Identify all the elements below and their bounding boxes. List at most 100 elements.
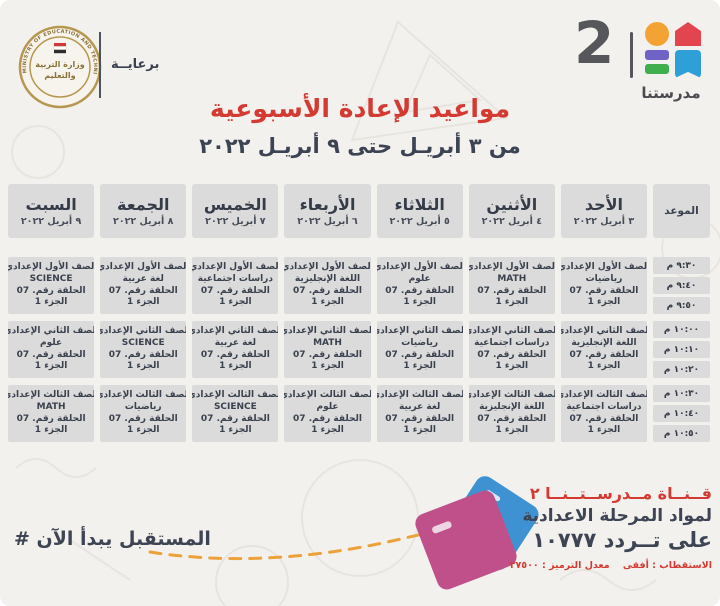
grade-label: الصف الثاني الإعدادي [560,325,647,336]
subject-label: لغة عربية [399,401,441,412]
part-label: الجزء 1 [311,425,344,436]
subject-label: دراسات اجتماعية [197,273,273,284]
episode-label: الحلقة رقم. 07 [108,349,178,360]
episode-label: الحلقة رقم. 07 [293,349,362,360]
grade-label: الصف الثالث الإعدادي [284,389,370,400]
episode-label: الحلقة رقم. 07 [569,413,639,424]
subject-label: علوم [40,337,63,348]
part-label: الجزء 1 [34,297,68,308]
time-slot: ٩:٥٠ م [653,297,710,314]
grade-label: الصف الأول الإعدادي [8,261,95,272]
day-date: ٦ أبريل ٢٠٢٢ [297,216,358,227]
subject-label: اللغة الإنجليزية [294,273,361,284]
grade-label: الصف الثاني الإعدادي [468,325,555,336]
time-slot: ١٠:٣٠ م [653,385,710,402]
channel-info-technical: الاستقطاب : أفقى معدل الترميز : ٢٧٥٠٠ [509,560,712,571]
subject-label: لغة عربية [214,337,257,348]
time-slot: ٩:٣٠ م [653,257,710,274]
episode-label: الحلقة رقم. 07 [16,413,86,424]
subject-label: SCIENCE [213,401,257,412]
part-label: الجزء 1 [587,425,621,436]
episode-label: الحلقة رقم. 07 [385,349,455,360]
part-label: الجزء 1 [219,425,252,436]
channel-info-block: قــنــاة مــدرســتــنــا ٢ لمواد المرحلة… [510,484,712,571]
time-slot-group: ٩:٣٠ م ٩:٤٠ م ٩:٥٠ م [653,257,710,314]
sponsor-label: برعايــة [111,57,160,72]
schedule-cell: الصف الأول الإعدادي دراسات اجتماعية الحلقة… [192,257,279,314]
part-label: الجزء 1 [126,297,160,308]
subject-label: علوم [316,401,339,412]
day-header: الخميس ٧ أبريل ٢٠٢٢ [192,184,279,238]
date-range-subtitle: من ٣ أبريـل حتى ٩ أبريـل ٢٠٢٢ [199,134,521,158]
logo-circle-icon [645,22,669,46]
part-label: الجزء 1 [403,425,436,436]
logo-book-icon [675,50,701,78]
schedule-cell: الصف الأول الإعدادي SCIENCE الحلقة رقم. 07… [8,257,95,314]
schedule-cell: الصف الثاني الإعدادي رياضيات الحلقة رقم. 0… [376,321,463,378]
time-slot: ١٠:٠٠ م [653,321,710,338]
episode-label: الحلقة رقم. 07 [569,285,639,296]
schedule-header-row: الموعد الأحد ٣ أبريل ٢٠٢٢ الأثنين ٤ أبريل ٢٠… [8,184,710,238]
subject-label: رياضيات [124,401,162,412]
subject-label: اللغة الإنجليزية [571,337,637,348]
subject-label: دراسات اجتماعية [566,401,642,412]
part-label: الجزء 1 [34,361,68,372]
channel-number: 2 [574,9,615,77]
part-label: الجزء 1 [495,297,529,308]
schedule-cell: الصف الثاني الإعدادي اللغة الإنجليزية الحل… [560,321,647,378]
episode-label: الحلقة رقم. 07 [200,349,270,360]
episode-label: الحلقة رقم. 07 [16,285,86,296]
day-header: الأربعاء ٦ أبريل ٢٠٢٢ [284,184,371,238]
ministry-seal-logo: MINISTRY OF EDUCATION AND TECHNICAL EDUC… [18,25,102,109]
part-label: الجزء 1 [126,361,160,372]
episode-label: الحلقة رقم. 07 [385,285,455,296]
subject-label: MATH [313,337,342,348]
part-label: الجزء 1 [495,361,529,372]
madrasetna-logo-icon [645,22,701,78]
egypt-flag-emblem-icon [53,43,67,54]
part-label: الجزء 1 [219,361,252,372]
schedule-cell: الصف الثاني الإعدادي لغة عربية الحلقة رقم.… [192,321,279,378]
grade-label: الصف الثاني الإعدادي [376,325,463,336]
schedule-cell: الصف الأول الإعدادي لغة عربية الحلقة رقم. … [100,257,187,314]
grade-label: الصف الثالث الإعدادي [469,389,555,400]
schedule-body: ٩:٣٠ م ٩:٤٠ م ٩:٥٠ م الصف الأول الإعدادي ريا… [8,257,710,442]
part-label: الجزء 1 [34,425,68,436]
logo-green-bar-icon [645,64,669,74]
day-header: الأحد ٣ أبريل ٢٠٢٢ [560,184,647,238]
part-label: الجزء 1 [587,361,621,372]
grade-label: الصف الثالث الإعدادي [100,389,186,400]
episode-label: الحلقة رقم. 07 [477,349,547,360]
episode-label: الحلقة رقم. 07 [16,349,86,360]
seal-center-text-1: وزارة التربية [35,60,85,69]
part-label: الجزء 1 [219,297,252,308]
episode-label: الحلقة رقم. 07 [569,349,639,360]
channel-info-stage: لمواد المرحلة الاعدادية [522,506,712,526]
grade-label: الصف الثاني الإعدادي [192,325,279,336]
time-slot: ١٠:٢٠ م [653,361,710,378]
subject-label: رياضيات [585,273,623,284]
episode-label: الحلقة رقم. 07 [385,413,455,424]
episode-label: الحلقة رقم. 07 [200,413,270,424]
time-slot: ١٠:١٠ م [653,341,710,358]
channel-info-frequency: على تــردد ١٠٧٧٧ [532,528,712,552]
day-date: ٥ أبريل ٢٠٢٢ [389,216,450,227]
subject-label: دراسات اجتماعية [474,337,550,348]
grade-label: الصف الثاني الإعدادي [100,325,187,336]
part-label: الجزء 1 [403,361,436,372]
hashtag-slogan: # المستقبل يبدأ الآن [14,528,211,550]
day-name: الخميس [203,195,267,214]
episode-label: الحلقة رقم. 07 [477,285,547,296]
sponsor-divider [99,32,101,98]
time-slot-group: ١٠:٠٠ م ١٠:١٠ م ١٠:٢٠ م [653,321,710,378]
time-slot: ١٠:٥٠ م [653,425,710,442]
seal-center-text-2: والتعليم [44,71,75,80]
grade-label: الصف الأول الإعدادي [376,261,463,272]
subject-label: اللغة الإنجليزية [479,401,545,412]
day-date: ٤ أبريل ٢٠٢٢ [481,216,542,227]
